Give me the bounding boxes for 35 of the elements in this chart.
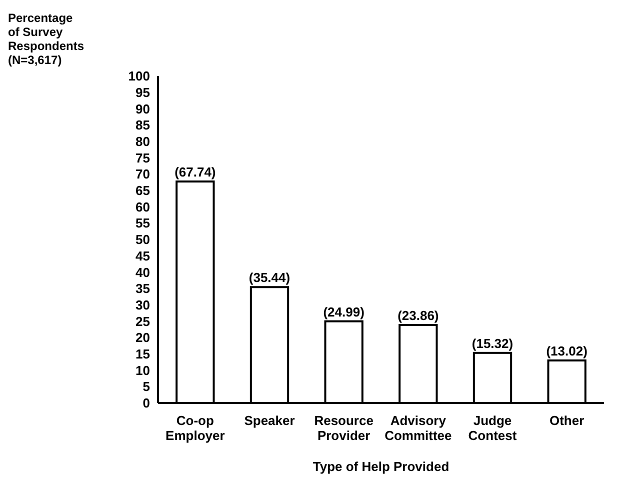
y-tick-label: 100: [128, 68, 150, 84]
y-tick-label: 55: [136, 216, 150, 231]
y-tick-label: 80: [136, 134, 150, 149]
y-tick-label: 40: [136, 264, 150, 280]
y-tick-label: 85: [136, 118, 150, 133]
data-label: (13.02): [546, 343, 588, 358]
y-tick-label: 75: [136, 150, 150, 166]
x-tick-label: Resource Provider: [314, 413, 374, 443]
y-tick-label: 60: [136, 199, 150, 214]
data-label: (15.32): [472, 336, 514, 351]
y-tick-label: 20: [136, 330, 150, 346]
y-axis-title: Percentage of Survey Respondents (N=3,617): [8, 11, 84, 67]
y-tick-label: 50: [136, 232, 150, 248]
y-tick-label: 15: [136, 346, 150, 362]
x-axis-title: Type of Help Provided: [312, 459, 450, 474]
data-label: (67.74): [174, 164, 216, 180]
y-tick-label: 95: [136, 84, 150, 100]
data-label: (35.44): [248, 270, 290, 286]
data-label: (23.86): [398, 308, 439, 323]
y-tick-label: 70: [136, 166, 150, 182]
y-tick-label: 90: [136, 101, 150, 116]
x-tick-label: Judge Contest: [468, 413, 518, 443]
y-tick-label: 30: [136, 297, 150, 312]
y-tick-label: 25: [136, 314, 150, 329]
y-tick-label: 35: [136, 281, 150, 296]
x-tick-label: Other: [549, 413, 584, 428]
y-tick-label: 65: [136, 183, 150, 198]
x-tick-label: Speaker: [244, 413, 295, 428]
y-tick-label: 0: [142, 396, 150, 411]
y-tick-label: 10: [136, 362, 150, 378]
x-tick-label: Advisory Committee: [384, 413, 452, 443]
y-tick-label: 5: [142, 379, 150, 394]
y-tick-label: 45: [136, 248, 150, 264]
x-tick-label: Co-op Employer: [166, 413, 225, 443]
data-label: (24.99): [323, 304, 364, 320]
